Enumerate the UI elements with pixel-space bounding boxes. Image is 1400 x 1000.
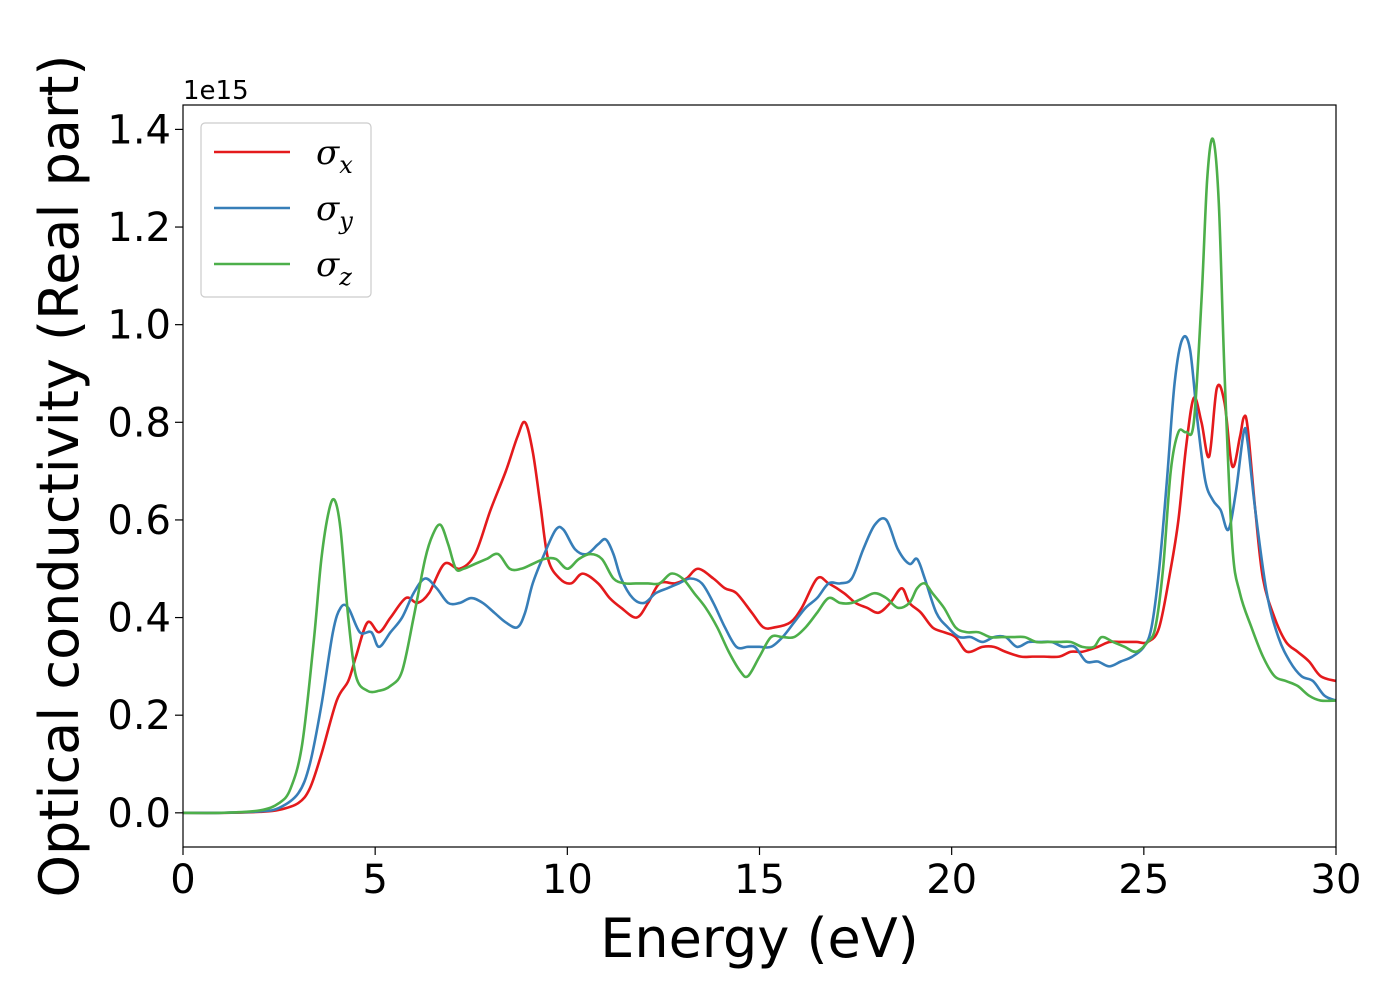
x-tick-label: 10 — [542, 857, 593, 903]
y-tick-label: 1.0 — [107, 303, 171, 349]
y-tick-label: 0.2 — [107, 693, 171, 739]
y-axis-label: Optical conductivity (Real part) — [28, 55, 91, 898]
x-tick-label: 5 — [362, 857, 387, 903]
y-offset-label: 1e15 — [183, 76, 249, 106]
x-tick-label: 25 — [1118, 857, 1169, 903]
series-layer — [183, 137, 1336, 815]
x-tick-label: 15 — [734, 857, 785, 903]
y-tick-label: 0.0 — [107, 791, 171, 837]
legend-box — [200, 122, 372, 298]
x-tick-label: 30 — [1311, 857, 1362, 903]
y-tick-label: 0.4 — [107, 596, 171, 642]
series-line-y — [183, 334, 1336, 815]
y-tick-label: 0.6 — [107, 498, 171, 544]
y-tick-label: 1.4 — [107, 107, 171, 153]
y-axis: 0.0 0.2 0.4 0.6 0.8 1.0 1.2 1.4 — [107, 107, 183, 837]
y-tick-label: 1.2 — [107, 205, 171, 251]
x-axis: 0 5 10 15 20 25 30 — [170, 847, 1361, 903]
x-tick-label: 20 — [926, 857, 977, 903]
x-tick-label: 0 — [170, 857, 195, 903]
x-axis-label: Energy (eV) — [600, 907, 919, 970]
y-tick-label: 0.8 — [107, 400, 171, 446]
series-line-x — [183, 383, 1336, 815]
series-line-z — [183, 137, 1336, 815]
